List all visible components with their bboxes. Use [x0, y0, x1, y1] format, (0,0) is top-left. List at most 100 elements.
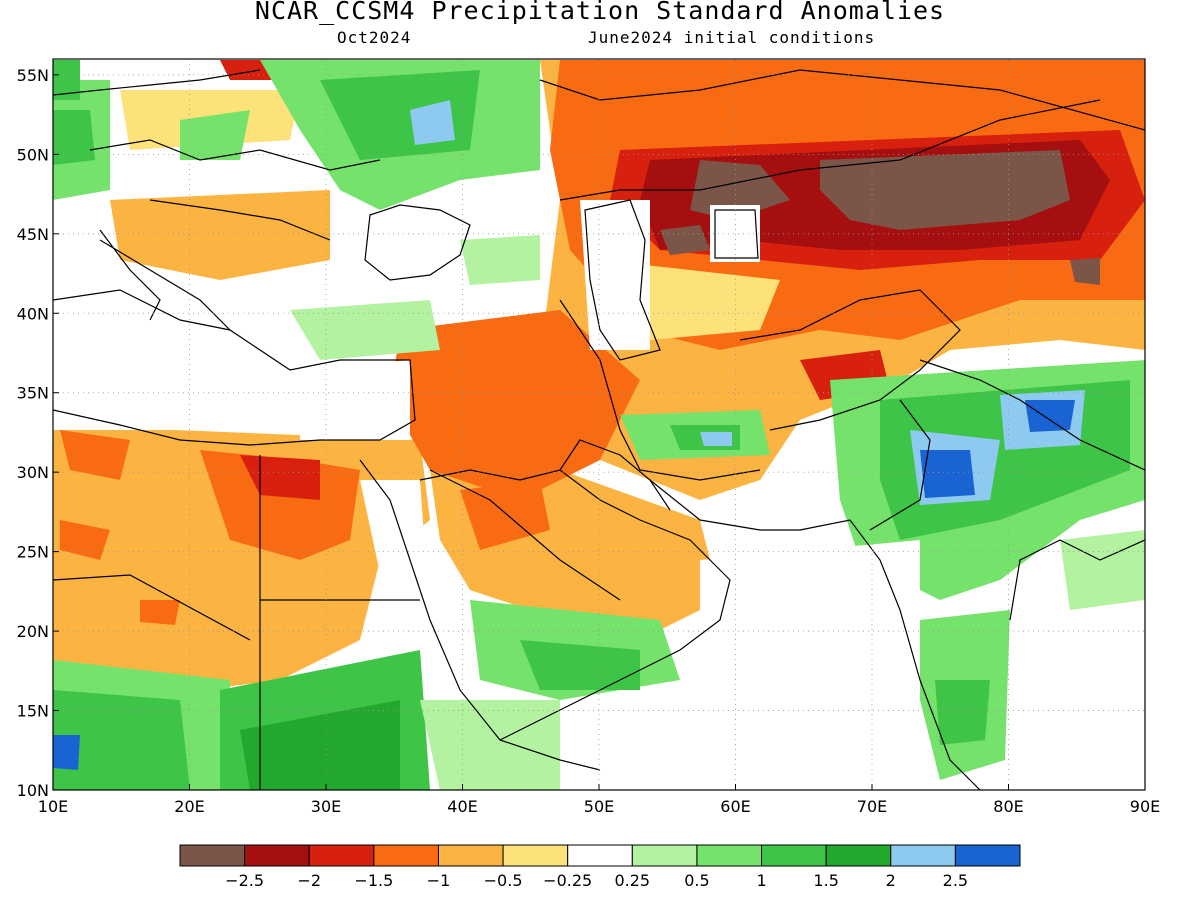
dry-region-extreme-3: [660, 225, 710, 255]
colorbar: −2.5 −2 −1.5 −1 −0.5 −0.25 0.25 0.5 1 1.5 2 2.5: [179, 844, 1021, 890]
coast-horn: [499, 739, 601, 771]
colorbar-swatch: [244, 844, 310, 867]
lat-tick-label: 15N: [17, 702, 49, 721]
wet-region-himalaya-blue: [1025, 400, 1075, 432]
white-patch-black-sea: [370, 205, 460, 300]
border-europe-1: [89, 139, 381, 171]
dry-region-middle-east: [390, 310, 640, 500]
coast-iran-pakistan: [649, 479, 981, 790]
wet-region-europe-blue: [410, 100, 455, 145]
border-india-china: [919, 359, 1145, 471]
colorbar-tick-label: 0.25: [614, 871, 650, 890]
border-arabia: [429, 469, 621, 601]
lon-tick-label: 10E: [38, 797, 68, 816]
wet-region-west-europe-green: [53, 110, 95, 165]
wet-region-africa-green: [53, 690, 190, 790]
colorbar-tick-label: −0.5: [484, 871, 523, 890]
border-afg: [739, 289, 961, 431]
lon-tick-label: 50E: [584, 797, 614, 816]
lat-tick-label: 30N: [17, 463, 49, 482]
wet-region-yemen-green: [520, 640, 640, 690]
white-patch-med-west: [53, 300, 230, 430]
dry-region-extreme-4: [1070, 258, 1100, 285]
lon-tick-label: 90E: [1130, 797, 1160, 816]
coast-aral: [714, 209, 759, 259]
colorbar-tick-label: 2.5: [943, 871, 968, 890]
dry-region-libya-orange: [60, 430, 130, 480]
colorbar-tick-label: −1: [427, 871, 451, 890]
colorbar-swatch: [761, 844, 827, 867]
colorbar-tick-label: −0.25: [543, 871, 592, 890]
wet-region-india-blue: [920, 450, 975, 498]
lon-tick-label: 40E: [447, 797, 477, 816]
colorbar-tick-label: −2.5: [225, 871, 264, 890]
colorbar-swatch: [502, 844, 569, 867]
lat-tick-label: 20N: [17, 622, 49, 641]
white-patch-red-sea: [360, 480, 430, 620]
coast-red-sea: [359, 459, 501, 741]
colorbar-tick-label: 2: [886, 871, 896, 890]
white-patch-mediterranean: [300, 360, 410, 440]
coast-italy: [99, 229, 161, 321]
colorbar-tick-label: −1.5: [354, 871, 393, 890]
lon-tick-label: 80E: [993, 797, 1023, 816]
colorbar-swatch: [631, 844, 698, 867]
border-iran: [559, 299, 761, 481]
colorbar-swatch: [567, 844, 633, 867]
coast-persian-gulf: [559, 439, 671, 511]
lat-tick-label: 40N: [17, 304, 49, 323]
wet-region-south-india-green: [935, 680, 990, 745]
wet-region-black-sea-edge: [460, 235, 540, 285]
border-africa-2: [53, 574, 251, 641]
map-title: NCAR_CCSM4 Precipitation Standard Anomal…: [254, 0, 946, 25]
wet-region-horn: [420, 700, 560, 790]
colorbar-swatch: [373, 844, 439, 867]
border-russia: [539, 69, 1145, 131]
coast-arabia-east: [419, 469, 731, 741]
lat-tick-label: 35N: [17, 384, 49, 403]
colorbar-swatch: [437, 844, 504, 867]
wet-region-anatolia: [290, 300, 440, 360]
wet-region-north-green: [53, 60, 80, 100]
wet-region-sudan-dark: [240, 700, 400, 790]
lon-tick-label: 70E: [857, 797, 887, 816]
lat-tick-label: 25N: [17, 543, 49, 562]
gridlines: [53, 59, 1145, 790]
coastlines: [53, 69, 1145, 790]
coast-black-sea: [364, 204, 471, 281]
coast-india-east: [1009, 539, 1145, 621]
coast-europe-north: [53, 69, 261, 96]
lat-tick-label: 10N: [17, 781, 49, 800]
colorbar-tick-label: 1.5: [813, 871, 838, 890]
border-europe-2: [149, 199, 331, 241]
wet-region-iran-blue: [700, 432, 732, 446]
colorbar-swatch: [954, 844, 1021, 867]
wet-region-africa-blue: [53, 735, 80, 770]
white-patch-arabian-sea: [700, 540, 920, 790]
colorbar-tick-label: 0.5: [684, 871, 709, 890]
colorbar-swatch: [308, 844, 375, 867]
border-kazakh: [559, 99, 1101, 201]
dry-region-chad-orange: [60, 520, 110, 560]
colorbar-swatch: [179, 844, 246, 867]
lat-tick-label: 55N: [17, 66, 49, 85]
wet-region-alps: [180, 110, 250, 160]
colorbar-tick-label: −2: [297, 871, 321, 890]
colorbar-tick-label: 1: [756, 871, 766, 890]
lon-tick-label: 60E: [720, 797, 750, 816]
lon-tick-label: 30E: [311, 797, 341, 816]
dry-region-sudan-orange: [140, 600, 180, 625]
white-patch-aral: [710, 205, 760, 262]
colorbar-swatch: [825, 844, 892, 867]
coast-balkans: [99, 239, 231, 331]
valid-month-label: Oct2024: [337, 28, 412, 47]
dry-region-extreme-1: [820, 150, 1070, 230]
coast-caspian: [584, 199, 661, 361]
border-pakistan-india: [869, 399, 931, 531]
coast-mediterranean: [53, 289, 416, 446]
dry-region-balkans: [110, 190, 330, 280]
wet-region-bengal: [1060, 530, 1145, 610]
lat-tick-label: 50N: [17, 145, 49, 164]
